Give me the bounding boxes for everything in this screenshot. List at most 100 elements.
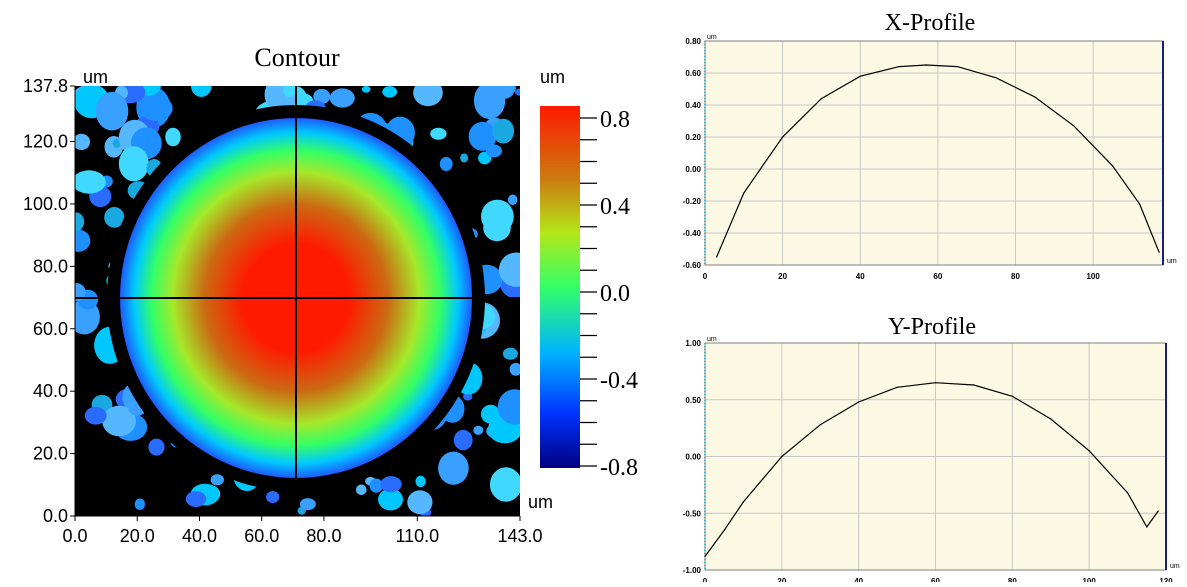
speckle xyxy=(75,299,100,335)
xprofile-point xyxy=(925,64,927,66)
speckle xyxy=(134,498,145,510)
xprofile-y-tick-label: 0.00 xyxy=(685,165,701,174)
xprofile-plot-area xyxy=(705,41,1163,265)
xprofile-point xyxy=(782,136,784,138)
speckle xyxy=(453,429,473,451)
yprofile-point xyxy=(1146,526,1148,528)
speckle xyxy=(75,229,91,252)
speckle xyxy=(267,88,277,96)
speckle xyxy=(75,283,86,302)
speckle xyxy=(515,88,520,96)
yprofile-point xyxy=(742,501,745,503)
colorbar-unit-top: um xyxy=(540,67,565,87)
speckle xyxy=(415,475,426,488)
speckle xyxy=(75,212,85,232)
xprofile-series-line xyxy=(716,64,1160,258)
yprofile-point xyxy=(858,401,860,403)
speckle xyxy=(480,404,501,424)
colorbar-tick-label: 0.8 xyxy=(600,107,630,133)
yprofile-y-tick-label: 1.00 xyxy=(685,339,701,348)
contour-y-tick-label: 137.8 xyxy=(23,76,68,96)
yprofile-y-tick-label: 0.50 xyxy=(685,396,701,405)
speckle xyxy=(112,139,122,148)
yprofile-point xyxy=(1157,510,1159,512)
contour-title: Contour xyxy=(254,43,340,72)
yprofile-point xyxy=(781,455,783,458)
xprofile-x-tick-label: 0 xyxy=(703,272,708,281)
xprofile-y-tick-label: -0.20 xyxy=(683,197,702,206)
contour-x-tick-label: 80.0 xyxy=(306,526,341,546)
contour-map xyxy=(75,86,520,516)
contour-y-tick-label: 40.0 xyxy=(33,381,68,401)
yprofile-point xyxy=(896,386,898,388)
speckle xyxy=(140,95,173,121)
colorbar-tick-label: 0.4 xyxy=(600,194,630,220)
xprofile-x-unit: um xyxy=(1167,258,1177,265)
xprofile-point xyxy=(1139,203,1141,205)
speckle xyxy=(502,347,518,360)
speckle xyxy=(507,194,518,206)
contour-y-tick-label: 80.0 xyxy=(33,256,68,276)
colorbar-tick-label: -0.8 xyxy=(600,455,638,481)
xprofile-y-tick-label: 0.40 xyxy=(685,101,701,110)
speckle xyxy=(485,144,502,158)
speckle xyxy=(489,467,520,502)
xprofile-x-tick-label: 80 xyxy=(1011,272,1020,281)
speckle xyxy=(438,451,469,485)
speckle xyxy=(483,214,511,242)
yprofile-x-tick-label: 40 xyxy=(854,577,863,582)
speckle xyxy=(497,389,520,425)
speckle xyxy=(329,88,355,108)
speckle xyxy=(283,86,296,98)
xprofile-point xyxy=(1073,125,1075,127)
speckle xyxy=(210,474,224,486)
speckle xyxy=(407,490,433,515)
speckle xyxy=(473,425,484,435)
speckle xyxy=(509,362,520,376)
yprofile-x-tick-label: 60 xyxy=(931,577,940,582)
xprofile-y-unit: um xyxy=(707,34,717,41)
contour-x-tick-label: 60.0 xyxy=(244,526,279,546)
speckle xyxy=(494,86,515,99)
yprofile-point xyxy=(1050,418,1052,420)
xprofile-point xyxy=(995,77,997,79)
speckle xyxy=(382,86,398,98)
speckle xyxy=(102,405,136,437)
contour-y-tick-label: 120.0 xyxy=(23,132,68,152)
xprofile-point xyxy=(1158,251,1160,253)
speckle xyxy=(313,88,331,104)
xprofile-y-tick-label: -0.40 xyxy=(683,229,702,238)
xprofile-point xyxy=(743,192,745,194)
speckle xyxy=(498,252,520,287)
yprofile-x-tick-label: 20 xyxy=(777,577,786,582)
speckle xyxy=(104,206,125,228)
yprofile-y-tick-label: -1.00 xyxy=(683,566,702,575)
yprofile-point xyxy=(973,384,975,386)
yprofile-point xyxy=(1127,492,1129,494)
yprofile-x-tick-label: 120 xyxy=(1159,577,1173,582)
xprofile-point xyxy=(898,66,900,68)
yprofile-point xyxy=(1011,395,1013,397)
contour-y-tick-label: 0.0 xyxy=(43,506,68,526)
contour-x-tick-label: 110.0 xyxy=(395,526,439,546)
yprofile-y-tick-label: -0.50 xyxy=(683,509,702,518)
yprofile-point xyxy=(723,529,725,531)
colorbar-tick-label: 0.0 xyxy=(600,281,630,307)
xprofile-x-tick-label: 40 xyxy=(856,272,865,281)
contour-x-tick-label: 143.0 xyxy=(497,526,542,546)
yprofile-x-tick-label: 80 xyxy=(1008,577,1017,582)
xprofile-y-tick-label: -0.60 xyxy=(683,261,702,270)
speckle xyxy=(165,127,181,147)
yprofile-x-tick-label: 100 xyxy=(1082,577,1096,582)
yprofile-point xyxy=(934,382,937,384)
xprofile-x-tick-label: 60 xyxy=(933,272,942,281)
yprofile-point xyxy=(1088,450,1090,452)
xprofile-point xyxy=(859,75,861,77)
speckle xyxy=(356,484,367,496)
speckle xyxy=(299,498,316,511)
speckle xyxy=(148,438,165,456)
speckle xyxy=(75,170,106,194)
yprofile-x-tick-label: 0 xyxy=(703,577,708,582)
speckle xyxy=(468,121,497,151)
